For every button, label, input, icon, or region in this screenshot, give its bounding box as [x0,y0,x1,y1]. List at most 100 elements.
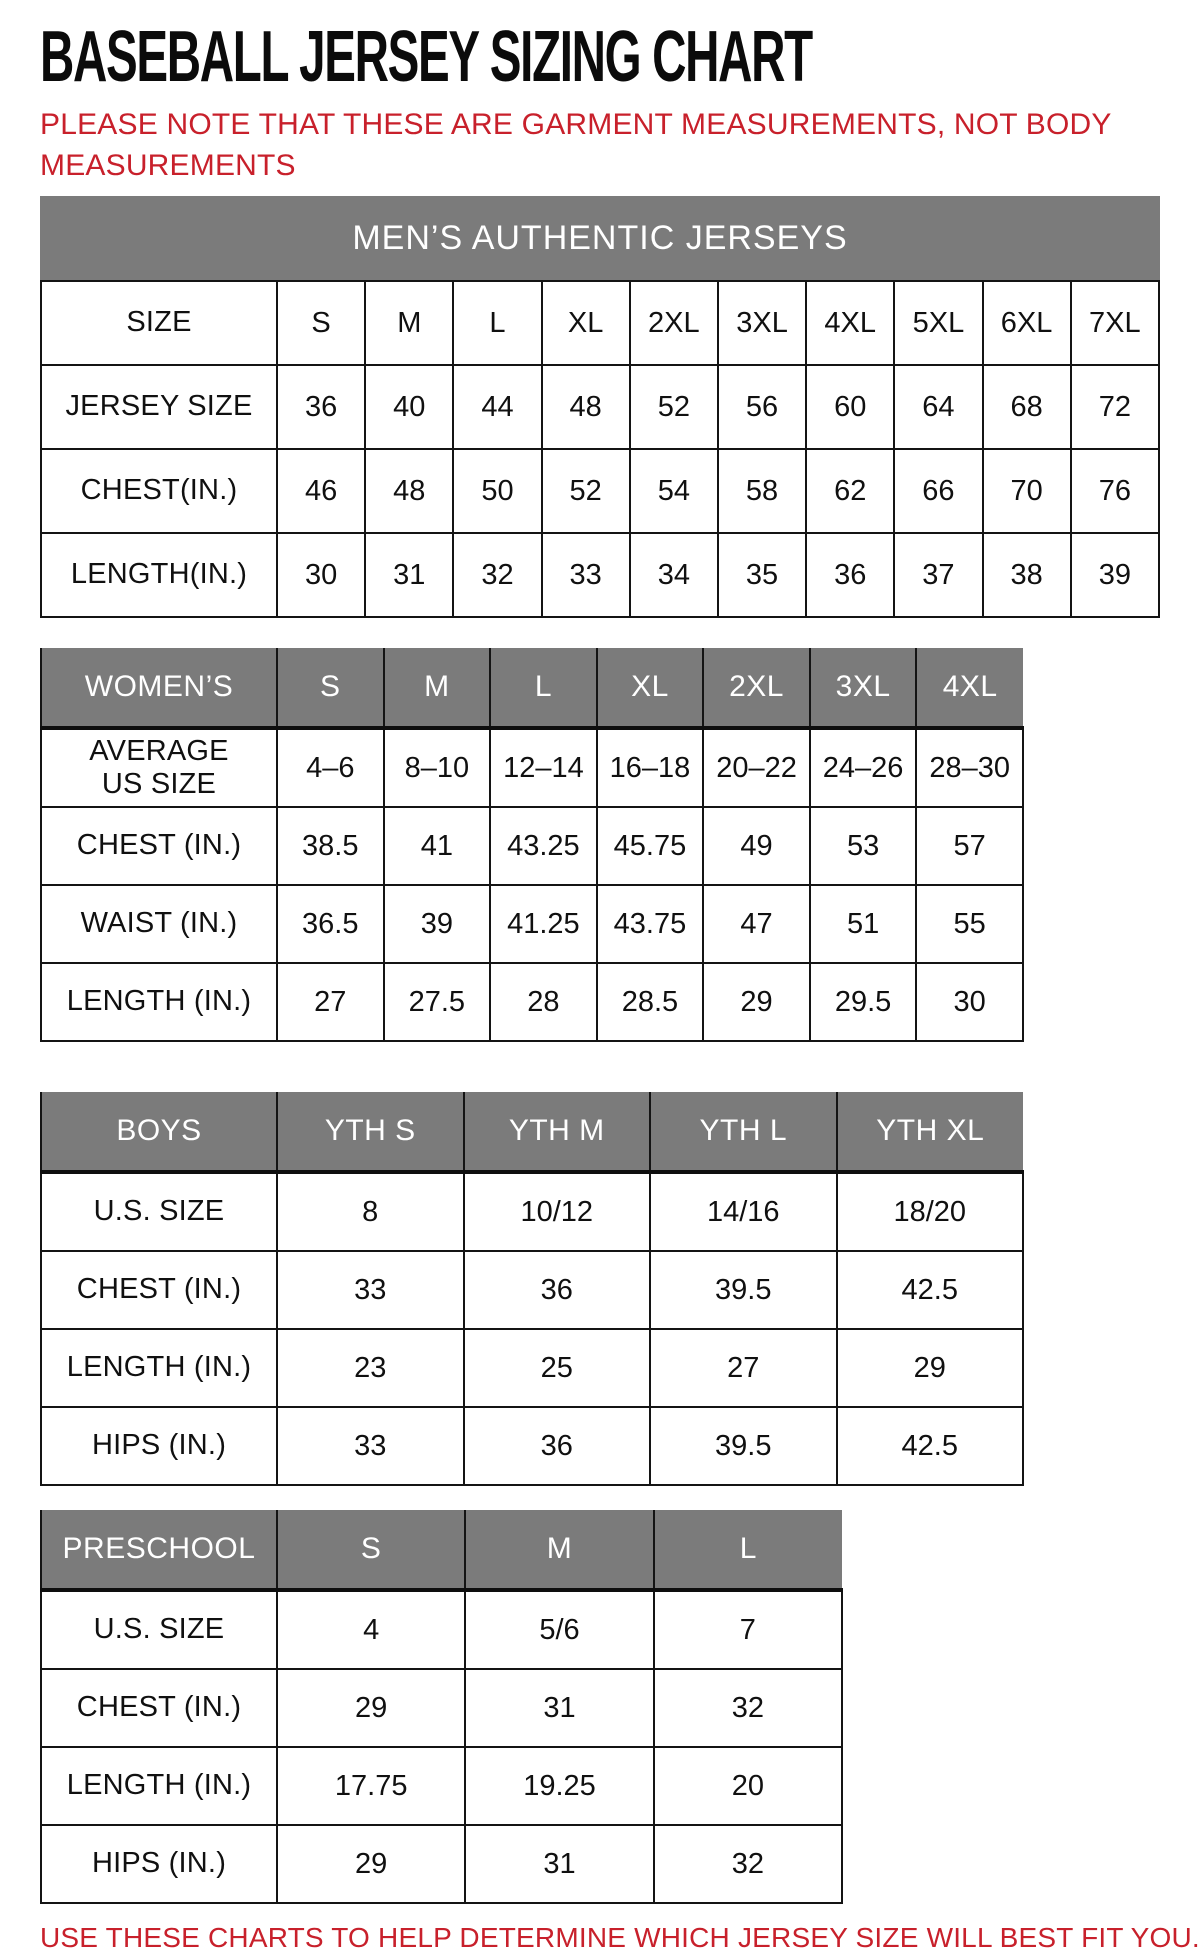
value-cell: 4 [275,1589,467,1670]
row-label-cell: CHEST(IN.) [40,448,278,534]
value-cell: 36.5 [276,884,385,964]
row-label-cell: SIZE [40,280,278,366]
value-cell: 35 [716,532,808,618]
value-cell: 39.5 [649,1406,838,1486]
value-cell: 28–30 [915,727,1024,808]
value-cell: 27 [276,962,385,1042]
value-cell: XL [540,280,631,366]
value-cell: 2XL [628,280,719,366]
size-column-header: M [464,1510,655,1592]
value-cell: 20 [652,1746,844,1826]
size-column-header: 2XL [702,648,811,730]
page-title: BASEBALL JERSEY SIZING CHART [40,21,1200,93]
value-cell: 45.75 [595,806,705,886]
mens-table-banner-text: MEN’S AUTHENTIC JERSEYS [352,218,848,257]
size-column-header: L [489,648,598,730]
value-cell: 36 [805,532,896,618]
value-cell: M [364,280,455,366]
value-cell: 72 [1069,364,1161,450]
row-label-cell: LENGTH(IN.) [40,532,278,618]
value-cell: 18/20 [835,1171,1024,1252]
value-cell: 51 [808,884,918,964]
size-column-header: S [275,1510,467,1592]
value-cell: 39 [382,884,492,964]
value-cell: 57 [915,806,1024,886]
value-cell: L [452,280,543,366]
size-column-header: 3XL [808,648,918,730]
value-cell: 32 [652,1668,844,1748]
size-column-header: 4XL [915,648,1023,730]
measurement-row: HIPS (IN.) 29 31 32 [40,1824,844,1904]
measurement-row: U.S. SIZE 4 5/6 7 [40,1589,844,1670]
value-cell: 39 [1069,532,1161,618]
measurement-row: LENGTH(IN.) 30 31 32 33 34 35 36 37 38 39 [40,532,1161,618]
value-cell: 30 [915,962,1024,1042]
value-cell: 29 [702,962,811,1042]
row-label-cell: JERSEY SIZE [40,364,278,450]
value-cell: 60 [805,364,896,450]
value-cell: 50 [452,448,543,534]
value-cell: 30 [275,532,367,618]
value-cell: 33 [276,1250,465,1330]
value-cell: 52 [628,364,719,450]
group-label-cell: PRESCHOOL [40,1510,278,1592]
value-cell: 40 [364,364,455,450]
value-cell: 43.25 [489,806,598,886]
value-cell: 55 [915,884,1024,964]
value-cell: 10/12 [462,1171,651,1252]
measurement-row: AVERAGE US SIZE 4–6 8–10 12–14 16–18 20–22 24–… [40,727,1024,808]
value-cell: 36 [462,1250,651,1330]
value-cell: 58 [716,448,808,534]
value-cell: 29 [275,1824,467,1904]
value-cell: 5XL [893,280,984,366]
measurement-row: JERSEY SIZE 36 40 44 48 52 56 60 64 68 72 [40,364,1161,450]
value-cell: 29 [835,1328,1024,1408]
value-cell: 32 [652,1824,844,1904]
value-cell: 43.75 [595,884,705,964]
measurement-row: CHEST (IN.) 33 36 39.5 42.5 [40,1250,1024,1330]
size-header-row: PRESCHOOL S M L [40,1510,842,1592]
value-cell: 31 [364,532,455,618]
womens-sizing-table: WOMEN’S S M L XL 2XL 3XL 4XL AVERAGE US SIZE 4–6 8… [40,648,1024,1042]
value-cell: 38 [981,532,1072,618]
row-label-cell: U.S. SIZE [40,1589,278,1670]
value-cell: 33 [540,532,631,618]
value-cell: 53 [808,806,918,886]
value-cell: 62 [805,448,896,534]
row-label-cell: LENGTH (IN.) [40,1328,278,1408]
measurement-row: CHEST(IN.) 46 48 50 52 54 58 62 66 70 76 [40,448,1161,534]
value-cell: 4XL [805,280,896,366]
value-cell: 17.75 [275,1746,467,1826]
value-cell: 42.5 [835,1406,1024,1486]
row-label-cell: U.S. SIZE [40,1171,278,1252]
value-cell: 36 [275,364,367,450]
value-cell: 36 [462,1406,651,1486]
note-garment-measurements: PLEASE NOTE THAT THESE ARE GARMENT MEASU… [40,108,1112,182]
value-cell: 4–6 [276,727,385,808]
preschool-table-section: PRESCHOOL S M L U.S. SIZE 4 5/6 7 CHEST (IN.) 29 3… [40,1510,1200,1904]
value-cell: 8 [276,1171,465,1252]
value-cell: 28 [489,962,598,1042]
value-cell: 46 [275,448,367,534]
value-cell: 27 [649,1328,838,1408]
value-cell: 68 [981,364,1072,450]
size-header-row: BOYS YTH S YTH M YTH L YTH XL [40,1092,1023,1174]
size-column-header: S [276,648,385,730]
size-column-header: YTH M [462,1092,651,1174]
value-cell: 12–14 [489,727,598,808]
row-label-cell: CHEST (IN.) [40,806,278,886]
size-header-row: WOMEN’S S M L XL 2XL 3XL 4XL [40,648,1023,730]
value-cell: 16–18 [595,727,705,808]
value-cell: 76 [1069,448,1161,534]
measurement-row: CHEST (IN.) 38.5 41 43.25 45.75 49 53 57 [40,806,1024,886]
value-cell: 20–22 [702,727,811,808]
value-cell: 66 [893,448,984,534]
size-column-header: L [652,1510,842,1592]
value-cell: 24–26 [808,727,918,808]
value-cell: 38.5 [276,806,385,886]
value-cell: 27.5 [382,962,492,1042]
value-cell: 34 [628,532,719,618]
value-cell: 3XL [716,280,808,366]
size-column-header: YTH XL [835,1092,1023,1174]
mens-table-banner: MEN’S AUTHENTIC JERSEYS [40,196,1160,280]
